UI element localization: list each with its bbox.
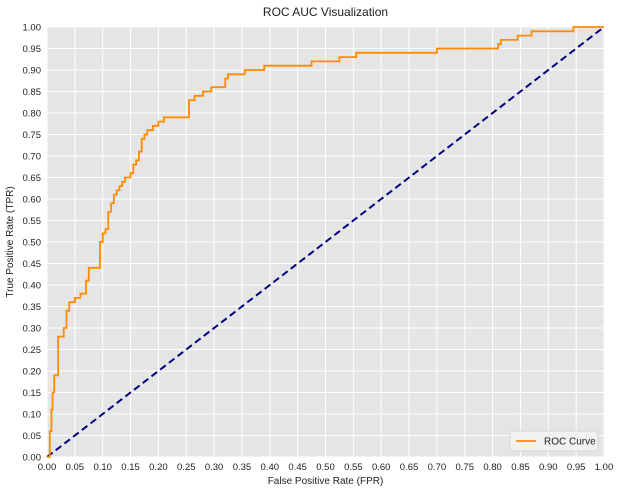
y-tick-label: 0.95 — [23, 44, 42, 55]
x-tick-label: 0.50 — [316, 462, 335, 473]
y-tick-label: 0.40 — [23, 281, 42, 292]
y-tick-label: 0.15 — [23, 388, 42, 399]
y-tick-label: 0.25 — [23, 345, 42, 356]
x-tick-label: 0.90 — [539, 462, 558, 473]
x-tick-label: 0.10 — [93, 462, 112, 473]
y-tick-label: 0.10 — [23, 410, 42, 421]
x-tick-label: 0.70 — [428, 462, 447, 473]
x-tick-label: 0.35 — [233, 462, 252, 473]
x-tick-label: 0.15 — [121, 462, 140, 473]
x-tick-label: 0.55 — [344, 462, 363, 473]
x-tick-label: 0.25 — [177, 462, 196, 473]
y-axis-label: True Positive Rate (TPR) — [5, 186, 16, 297]
x-axis-ticks: 0.00 0.05 0.10 0.15 0.20 0.25 0.30 0.35 0.40 0.45… — [38, 462, 614, 473]
diagonal-reference-line — [46, 26, 605, 458]
x-axis-label: False Positive Rate (FPR) — [268, 476, 384, 487]
y-axis-ticks: 0.00 0.05 0.10 0.15 0.20 0.25 0.30 0.35 0.40 0.45… — [23, 23, 42, 464]
x-tick-label: 0.30 — [205, 462, 224, 473]
y-tick-label: 0.35 — [23, 302, 42, 313]
y-tick-label: 0.85 — [23, 87, 42, 98]
y-tick-label: 0.55 — [23, 216, 42, 227]
roc-curve-line — [47, 26, 604, 458]
x-tick-label: 0.20 — [149, 462, 168, 473]
y-tick-label: 0.80 — [23, 109, 42, 120]
y-tick-label: 0.70 — [23, 152, 42, 163]
x-tick-label: 0.95 — [567, 462, 586, 473]
y-tick-label: 0.50 — [23, 238, 42, 249]
x-tick-label: 0.75 — [456, 462, 475, 473]
y-tick-label: 0.65 — [23, 173, 42, 184]
x-tick-label: 0.45 — [288, 462, 307, 473]
y-tick-label: 0.90 — [23, 66, 42, 77]
x-tick-label: 0.85 — [511, 462, 530, 473]
series-layer — [46, 26, 605, 458]
x-tick-label: 0.05 — [66, 462, 85, 473]
chart-title: ROC AUC Visualization — [263, 5, 388, 19]
y-tick-label: 0.05 — [23, 431, 42, 442]
y-tick-label: 0.75 — [23, 130, 42, 141]
x-tick-label: 0.00 — [38, 462, 57, 473]
legend-label-roc-curve: ROC Curve — [544, 437, 596, 448]
x-tick-label: 0.60 — [372, 462, 391, 473]
y-tick-label: 0.30 — [23, 324, 42, 335]
y-tick-label: 0.45 — [23, 259, 42, 270]
grid-lines-y — [47, 26, 604, 458]
x-tick-label: 0.40 — [261, 462, 280, 473]
x-tick-label: 0.65 — [400, 462, 419, 473]
legend-box — [509, 430, 599, 452]
x-tick-label: 0.80 — [483, 462, 502, 473]
legend: ROC Curve — [509, 430, 599, 452]
y-tick-label: 0.60 — [23, 195, 42, 206]
x-tick-label: 1.00 — [595, 462, 614, 473]
y-tick-label: 0.20 — [23, 367, 42, 378]
y-tick-label: 0.00 — [23, 453, 42, 464]
y-tick-label: 1.00 — [23, 23, 42, 34]
